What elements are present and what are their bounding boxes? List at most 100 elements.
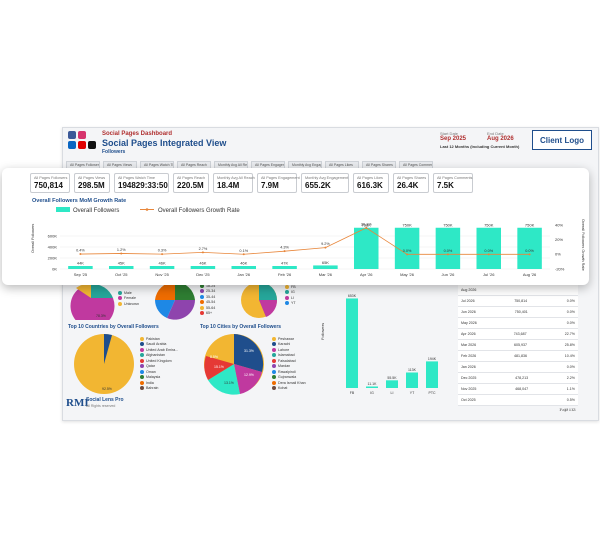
x-tick-label: Dec '25	[196, 272, 210, 277]
followers-bar-label: 750K	[402, 222, 412, 227]
legend-label: Unknown	[124, 301, 139, 306]
kpi-label: All Pages Views	[78, 176, 106, 180]
x-tick-label: Jul '26	[483, 272, 495, 277]
table-cell: 743,687	[513, 332, 527, 336]
growth-rate-point	[161, 253, 164, 256]
legend-item: Faisalabad	[272, 358, 306, 364]
table-row: Jul 2026 750,814 0.0%	[458, 296, 578, 307]
legend-dot	[285, 284, 289, 289]
growth-rate-label: 2.7%	[199, 247, 208, 251]
legend-label: Qatar	[146, 364, 155, 369]
city-slice	[204, 356, 234, 380]
platform-category-label: IG	[370, 391, 374, 395]
legend-dot	[118, 296, 122, 301]
cities-title: Top 10 Cities by Overall Followers	[200, 324, 282, 330]
legend-label: India	[146, 380, 154, 385]
growth-rate-point	[242, 253, 245, 256]
platform-bar-label: 113K	[408, 368, 417, 372]
table-cell: 481,836	[513, 354, 527, 358]
y-left-tick: 200K	[48, 255, 58, 260]
legend-item: 45-54	[200, 300, 215, 306]
growth-rate-label: 0.1%	[239, 249, 248, 253]
table-cell: 0.5%	[566, 398, 575, 402]
kpi-label: All Pages Likes	[357, 176, 383, 180]
legend-dot	[272, 358, 276, 363]
date-range-note: Last 12 Months (Including Current Month)	[440, 144, 520, 149]
platform-bar-label: 194K	[428, 357, 437, 361]
city-pct-label: 13.1%	[224, 381, 234, 385]
kpi-card: All Pages Followers 750,814	[30, 173, 70, 193]
table-cell: May 2026	[461, 321, 477, 325]
legend-label: Dera Ismail Khan	[278, 380, 306, 385]
growth-rate-point	[120, 252, 123, 255]
table-cell: 1.1%	[566, 387, 575, 391]
table-row: Mar 2026 605,937 25.8%	[458, 340, 578, 351]
countries-title: Top 10 Countries by Overall Followers	[68, 324, 159, 330]
table-cell: 750,814	[514, 299, 528, 303]
x-tick-label: Sep '25	[74, 272, 88, 277]
table-row: Jan 2026 0.0%	[458, 362, 578, 373]
table-cell: 0.0%	[566, 365, 575, 369]
growth-chart-title: Overall Followers MoM Growth Rate	[32, 198, 127, 204]
tiktok-icon	[88, 141, 96, 149]
growth-rate-label: 0.0%	[525, 249, 534, 253]
legend-label: Malaysia	[146, 375, 161, 380]
start-date-value[interactable]: Sep 2025	[440, 136, 467, 142]
city-slice	[234, 364, 262, 394]
legend-dot	[140, 353, 144, 358]
kpi-label: All Pages Shares	[397, 176, 427, 180]
followers-bar-label: 44K	[77, 261, 84, 266]
kpi-card: All Pages Comments 7.5K	[433, 173, 473, 193]
table-cell: 2.2%	[566, 376, 575, 380]
legend-label: Islamabad	[278, 353, 295, 358]
legend-item: 55-64	[200, 305, 215, 311]
kpi-card: Monthly Avg All Reach 18.4M	[213, 173, 255, 193]
legend-item: Mardan	[272, 364, 306, 370]
kpi-card: All Pages Views 298.5M	[74, 173, 110, 193]
followers-bar	[517, 227, 542, 269]
legend-label: YT	[291, 301, 296, 306]
legend-label: Female	[124, 296, 136, 301]
legend-item: Dera Ismail Khan	[272, 380, 306, 386]
table-cell: Nov 2025	[461, 387, 477, 391]
table-cell: 0.0%	[566, 299, 575, 303]
dashboard-title: Social Pages Dashboard	[102, 131, 173, 137]
kpi-value: 220.5M	[177, 181, 204, 190]
kpi-label: Monthly Avg Engagement	[305, 176, 349, 180]
platform-category-label: YT	[410, 391, 415, 395]
gender-pct-label: 78.3%	[96, 314, 106, 318]
legend-item: Lahore	[272, 347, 306, 353]
followers-bar	[272, 266, 297, 269]
kpi-label: All Pages Comments	[437, 176, 473, 180]
legend-label: Oman	[146, 369, 156, 374]
followers-bar-label: 750K	[484, 222, 494, 227]
growth-rate-point	[79, 253, 82, 256]
legend-label: FB	[291, 284, 296, 289]
legend-bar-label: Overall Followers	[73, 208, 119, 214]
table-cell: 22.7%	[564, 332, 575, 336]
legend-dot	[285, 295, 289, 300]
legend-label: United Arab Emira...	[146, 347, 179, 352]
legend-item: FB	[285, 284, 296, 290]
table-pager[interactable]: 1 - 12 / 12	[559, 408, 575, 412]
legend-label: LI	[291, 295, 294, 300]
followers-bar	[435, 227, 461, 269]
youtube-icon	[78, 141, 86, 149]
legend-label: 25-34	[206, 289, 216, 294]
followers-bar	[109, 266, 134, 269]
kpi-card: All Pages Watch Time 194829:33:50	[114, 173, 169, 193]
followers-bar	[68, 266, 93, 269]
end-date-value[interactable]: Aug 2026	[487, 136, 514, 142]
kpi-card: Monthly Avg Engagement 655.2K	[301, 173, 349, 193]
table-row: Nov 2025 468,047 1.1%	[458, 384, 578, 395]
table-cell: 605,937	[513, 343, 527, 347]
monthly-followers-table: Aug 2026 Jul 2026 750,814 0.0% Jun 2026 750,4…	[458, 285, 578, 414]
table-cell: Feb 2026	[461, 354, 477, 358]
platform-category-label: FB	[350, 391, 355, 395]
legend-dot	[272, 386, 276, 391]
legend-item: Kohat	[272, 386, 306, 392]
growth-rate-label: 9.2%	[321, 242, 330, 246]
y-left-tick: 0K	[52, 266, 57, 271]
legend-item: Afghanistan	[140, 353, 178, 359]
table-row: Jun 2026 750,401 0.0%	[458, 307, 578, 318]
